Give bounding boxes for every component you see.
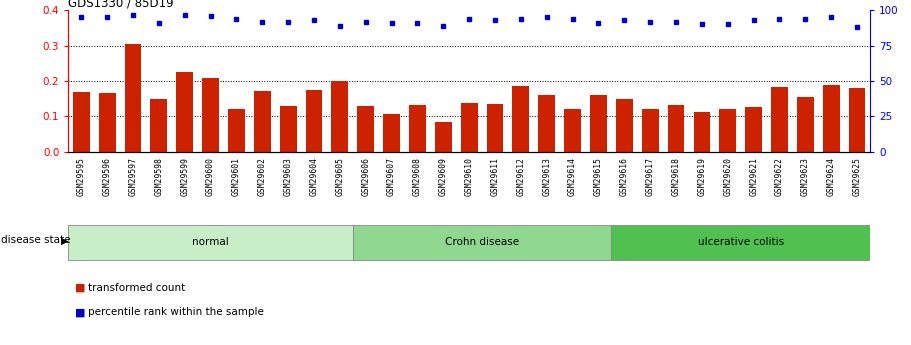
Bar <box>616 99 633 152</box>
Bar <box>280 106 297 152</box>
Text: GSM29597: GSM29597 <box>128 157 138 196</box>
Bar <box>228 109 245 152</box>
Bar <box>771 87 788 152</box>
Bar <box>435 122 452 152</box>
Bar <box>125 44 141 152</box>
FancyBboxPatch shape <box>611 225 870 260</box>
Text: GSM29614: GSM29614 <box>568 157 577 196</box>
Bar <box>305 90 322 152</box>
Bar <box>332 81 348 152</box>
Bar <box>98 93 116 152</box>
Text: GSM29601: GSM29601 <box>232 157 241 196</box>
Text: ulcerative colitis: ulcerative colitis <box>698 237 783 247</box>
FancyBboxPatch shape <box>68 225 353 260</box>
Bar <box>538 95 555 152</box>
Text: Crohn disease: Crohn disease <box>445 237 519 247</box>
Bar <box>641 109 659 152</box>
Bar <box>486 104 504 152</box>
Text: GSM29617: GSM29617 <box>646 157 655 196</box>
Text: disease state: disease state <box>1 235 70 245</box>
Text: GSM29603: GSM29603 <box>283 157 292 196</box>
Bar <box>693 112 711 152</box>
Bar <box>73 92 89 152</box>
Text: GSM29623: GSM29623 <box>801 157 810 196</box>
Text: GSM29621: GSM29621 <box>749 157 758 196</box>
Text: GSM29608: GSM29608 <box>413 157 422 196</box>
Bar <box>384 114 400 152</box>
Bar <box>461 103 477 152</box>
Text: GSM29595: GSM29595 <box>77 157 86 196</box>
Text: GSM29599: GSM29599 <box>180 157 189 196</box>
Bar <box>745 107 762 152</box>
Bar <box>177 72 193 152</box>
Text: GSM29612: GSM29612 <box>517 157 526 196</box>
Text: GSM29604: GSM29604 <box>310 157 319 196</box>
Text: GSM29624: GSM29624 <box>826 157 835 196</box>
Bar <box>254 91 271 152</box>
Text: GSM29609: GSM29609 <box>439 157 448 196</box>
Bar <box>720 109 736 152</box>
Bar <box>513 86 529 152</box>
Text: ■: ■ <box>75 307 86 317</box>
Text: GSM29619: GSM29619 <box>698 157 706 196</box>
Text: GSM29616: GSM29616 <box>619 157 629 196</box>
Text: ▶: ▶ <box>61 235 68 245</box>
Bar <box>668 105 684 152</box>
Bar <box>202 78 219 152</box>
Text: GSM29625: GSM29625 <box>853 157 862 196</box>
Bar <box>849 88 865 152</box>
Bar <box>150 99 168 152</box>
Text: GSM29618: GSM29618 <box>671 157 681 196</box>
Text: GSM29607: GSM29607 <box>387 157 396 196</box>
Text: GSM29596: GSM29596 <box>103 157 112 196</box>
Text: GSM29611: GSM29611 <box>490 157 499 196</box>
Text: transformed count: transformed count <box>88 283 186 293</box>
Text: GSM29620: GSM29620 <box>723 157 732 196</box>
Bar <box>823 85 840 152</box>
Text: GSM29606: GSM29606 <box>362 157 370 196</box>
Bar <box>409 105 425 152</box>
Text: GSM29615: GSM29615 <box>594 157 603 196</box>
Text: GSM29613: GSM29613 <box>542 157 551 196</box>
Bar <box>590 95 607 152</box>
Text: GSM29598: GSM29598 <box>154 157 163 196</box>
Text: ■: ■ <box>75 283 86 293</box>
Text: GSM29602: GSM29602 <box>258 157 267 196</box>
Text: GSM29605: GSM29605 <box>335 157 344 196</box>
FancyBboxPatch shape <box>353 225 611 260</box>
Text: normal: normal <box>192 237 229 247</box>
Text: GSM29622: GSM29622 <box>775 157 784 196</box>
Bar <box>357 106 374 152</box>
Bar <box>564 109 581 152</box>
Text: GSM29610: GSM29610 <box>465 157 474 196</box>
Bar <box>797 97 814 152</box>
Text: GSM29600: GSM29600 <box>206 157 215 196</box>
Text: GDS1330 / 85D19: GDS1330 / 85D19 <box>68 0 174 9</box>
Text: percentile rank within the sample: percentile rank within the sample <box>88 307 264 317</box>
